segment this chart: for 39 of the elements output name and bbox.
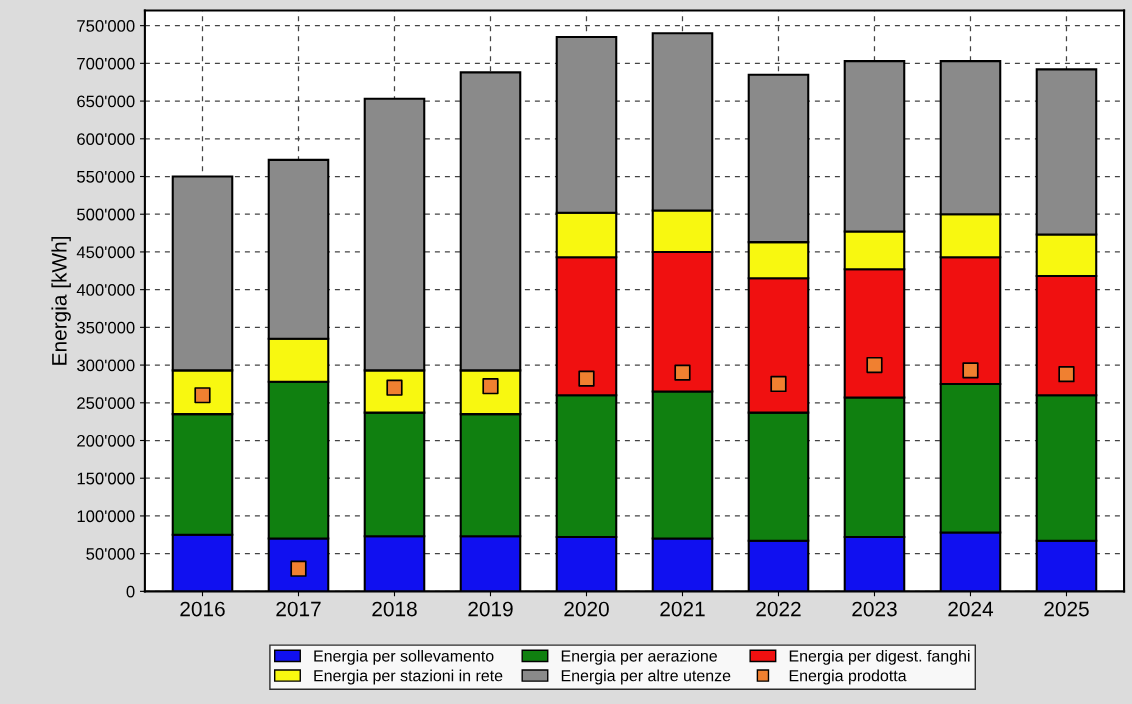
y-tick-label: 0: [126, 585, 135, 598]
legend-label: Energia prodotta: [789, 669, 907, 685]
x-tick-label: 2020: [564, 601, 609, 617]
y-tick-label: 300'000: [77, 359, 135, 372]
x-tick-label: 2017: [276, 601, 321, 617]
point: [962, 362, 979, 379]
y-tick-label: 50'000: [86, 548, 135, 560]
y-tick-label: 500'000: [77, 208, 135, 221]
y-tick-label: 700'000: [77, 57, 135, 70]
y-tick-label: 550'000: [77, 170, 135, 183]
legend-label: Energia per stazioni in rete: [314, 669, 503, 685]
y-tick-label: 650'000: [77, 95, 135, 108]
x-tick-label: 2024: [948, 601, 994, 617]
x-tick-label: 2021: [660, 601, 705, 617]
x-tick-label: 2016: [180, 601, 225, 617]
legend-label: Energia per sollevamento: [314, 649, 494, 665]
point: [674, 364, 691, 381]
point: [866, 356, 883, 374]
y-tick-label: 750'000: [77, 20, 135, 32]
x-tick-label: 2019: [468, 601, 513, 617]
legend-label: Energia per aerazione: [561, 649, 717, 665]
point: [578, 370, 595, 387]
y-tick-label: 250'000: [77, 397, 135, 409]
y-tick-label: 400'000: [76, 284, 135, 296]
point: [770, 375, 787, 393]
y-tick-label: 600'000: [77, 133, 135, 145]
y-tick-label: 450'000: [76, 246, 135, 259]
legend-label: Energia per altre utenze: [561, 669, 731, 685]
legend-label: Energia per digest. fanghi: [789, 649, 970, 665]
y-tick-label: 350'000: [77, 321, 135, 334]
y-tick-label: 100'000: [77, 510, 135, 523]
x-tick-label: 2023: [852, 601, 897, 617]
y-tick-label: 150'000: [77, 472, 135, 485]
x-tick-label: 2022: [756, 601, 801, 617]
point: [1058, 366, 1075, 383]
y-tick-label: 200'000: [77, 434, 135, 447]
x-tick-label: 2018: [372, 601, 417, 617]
y-axis-title: Energia [kWh]: [51, 237, 71, 365]
x-tick-label: 2025: [1044, 601, 1089, 617]
